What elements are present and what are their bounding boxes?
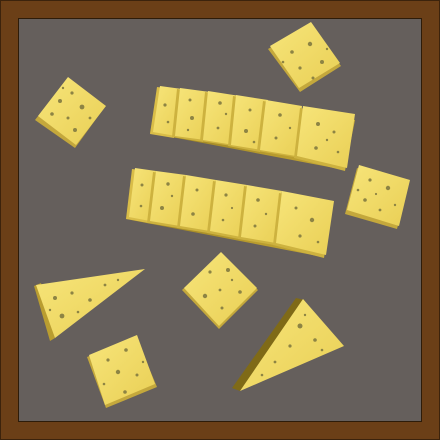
cheese-square-right-middle[interactable] <box>345 165 410 229</box>
cheese-bar-upper-5 <box>257 100 302 157</box>
cheese-bar-row-upper[interactable] <box>150 86 355 171</box>
cheese-bar-row-lower[interactable] <box>126 168 334 258</box>
cheese-square-top-right[interactable] <box>268 22 341 92</box>
cheese-square-bottom-left[interactable] <box>87 335 157 408</box>
cheese-square-top-left[interactable] <box>35 77 106 148</box>
cheese-bar-upper-2 <box>172 88 210 142</box>
cheese-square-center[interactable] <box>182 252 258 329</box>
cheese-bar-upper-4 <box>228 95 268 152</box>
cheese-wedge-left[interactable] <box>34 269 145 341</box>
cheese-bar-lower-3 <box>177 175 216 233</box>
cheese-bar-upper-6 <box>294 106 355 171</box>
cheese-bar-lower-4 <box>207 180 247 239</box>
cheese-bar-lower-2 <box>147 171 186 228</box>
cheese-bar-lower-5 <box>238 185 282 245</box>
cheese-wedge-right[interactable] <box>232 298 344 391</box>
